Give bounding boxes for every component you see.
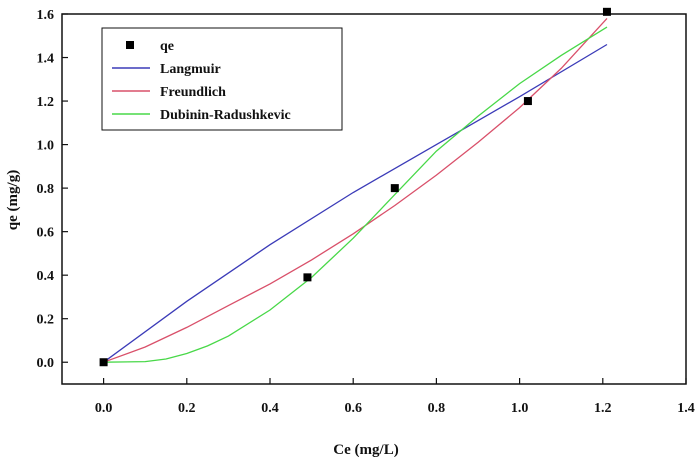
y-tick-label: 0.0 [37, 356, 55, 371]
x-axis-title: Ce (mg/L) [333, 442, 398, 458]
x-tick-label: 1.2 [594, 401, 612, 416]
x-tick-label: 1.4 [677, 401, 695, 416]
data-point [602, 7, 611, 16]
legend: qe Langmuir Freundlich Dubinin-Radushkevic [101, 27, 343, 131]
legend-label: qe [160, 39, 174, 54]
x-tick-label: 0.0 [95, 401, 113, 416]
data-point [99, 358, 108, 367]
legend-label: Dubinin-Radushkevic [160, 108, 291, 123]
series-line-freundlich [103, 17, 608, 363]
data-point [390, 184, 399, 193]
y-tick-label: 1.0 [37, 139, 55, 154]
y-tick-label: 0.2 [37, 313, 55, 328]
legend-label: Langmuir [160, 62, 221, 77]
y-tick-label: 1.4 [37, 52, 55, 67]
y-tick-label: 1.6 [37, 8, 55, 23]
y-axis-title: qe (mg/g) [5, 170, 21, 230]
plot-frame [61, 13, 687, 385]
x-tick-label: 0.2 [178, 401, 196, 416]
y-tick-label: 1.2 [37, 95, 55, 110]
axis-ticks: 0.0 0.2 0.4 0.6 0.8 1.0 1.2 1.4 0.0 0.2 0.4 0.6 0.8 1… [37, 8, 695, 416]
y-tick-label: 0.8 [37, 182, 55, 197]
x-tick-label: 0.6 [344, 401, 362, 416]
y-tick-label: 0.4 [37, 269, 55, 284]
data-point [303, 273, 312, 282]
series-line-dubinin-radushkevic [103, 26, 608, 363]
x-tick-label: 1.0 [511, 401, 529, 416]
legend-label: Freundlich [160, 85, 226, 100]
x-tick-label: 0.4 [261, 401, 279, 416]
data-point [523, 97, 532, 106]
x-tick-label: 0.8 [428, 401, 446, 416]
y-tick-label: 0.6 [37, 226, 55, 241]
series-line-langmuir [103, 43, 608, 363]
legend-marker [126, 41, 134, 49]
series-layer [99, 7, 611, 367]
legend-box [101, 27, 343, 131]
